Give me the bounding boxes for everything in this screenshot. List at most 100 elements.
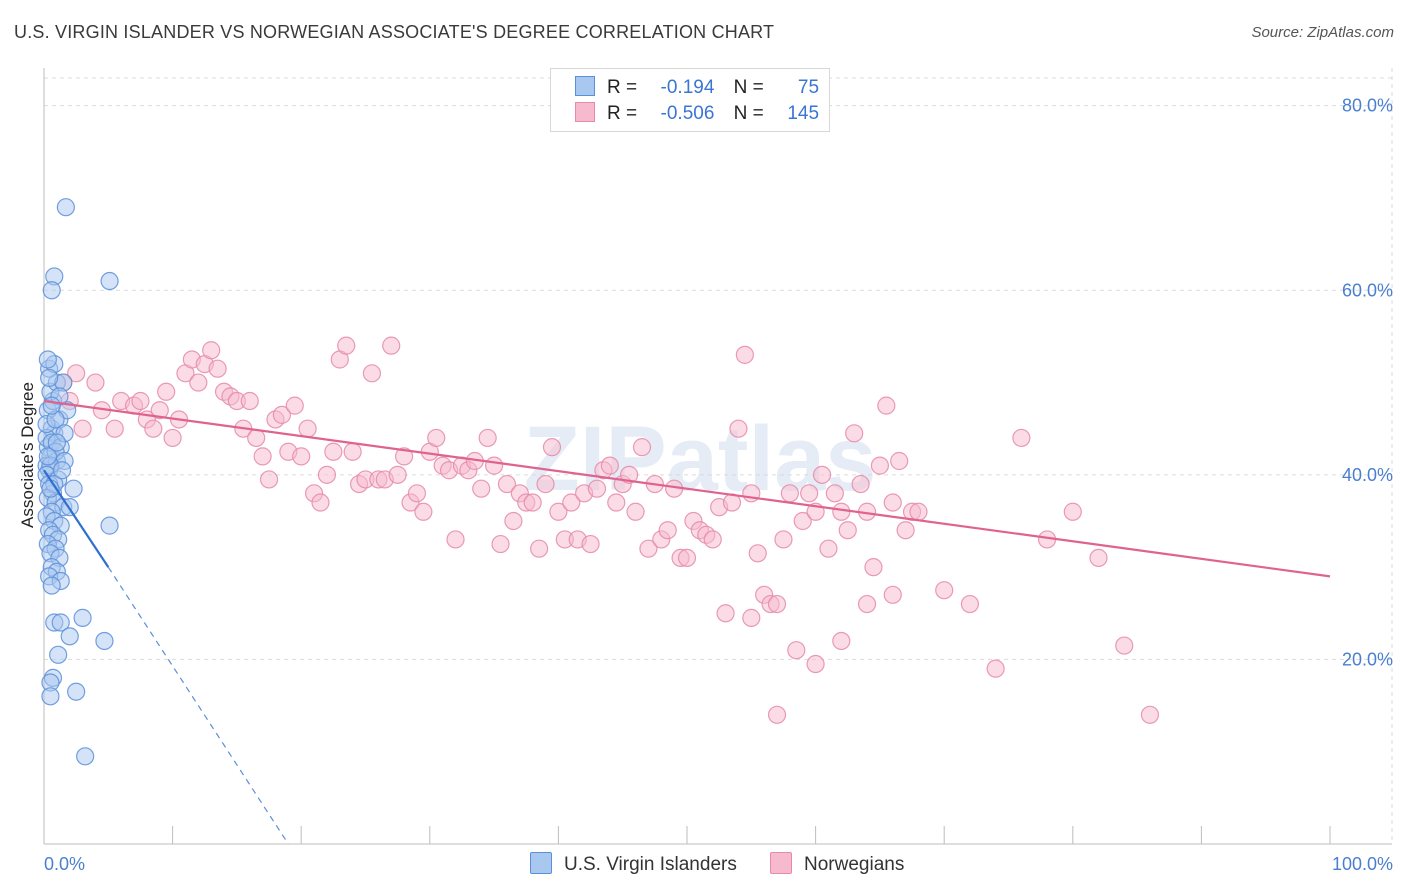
norwegian-point: [536, 474, 555, 494]
norwegian-point: [427, 428, 446, 448]
legend-row-norwegians: R = -0.506 N = 145: [575, 102, 819, 128]
virgin-islander-trend-extension: [107, 566, 289, 845]
norwegian-point: [478, 428, 497, 448]
norwegian-point: [382, 336, 401, 355]
norwegian-point: [530, 539, 549, 558]
norwegian-point: [774, 530, 793, 549]
tick-labels: 20.0% 40.0% 60.0% 80.0% 0.0% 100.0%: [44, 96, 1393, 874]
norwegian-point: [491, 534, 510, 554]
y-tick-label: 60.0%: [1342, 280, 1393, 300]
norwegian-point: [407, 484, 427, 503]
norwegian-point: [838, 521, 857, 540]
norwegian-point: [767, 705, 787, 724]
norwegian-point: [890, 451, 909, 471]
norwegian-point: [388, 465, 407, 484]
norwegian-point: [935, 581, 954, 600]
legend-r-value: -0.506: [660, 103, 715, 124]
norwegian-point: [272, 405, 292, 424]
norwegian-point: [793, 511, 812, 531]
bottom-legend-virgin-islanders: U.S. Virgin Islanders: [530, 852, 737, 876]
norwegian-point: [1012, 428, 1031, 448]
norwegian-point: [343, 442, 362, 461]
norwegian-point: [317, 465, 337, 484]
y-tick-label: 40.0%: [1342, 465, 1393, 485]
norwegian-point: [414, 502, 433, 521]
norwegian-point: [819, 539, 838, 558]
virgin-islander-point: [76, 747, 95, 766]
virgin-islander-point: [100, 516, 119, 535]
norwegian-point: [581, 534, 600, 554]
norwegian-point: [909, 502, 928, 521]
norwegian-point: [298, 419, 317, 438]
virgin-islander-point: [49, 645, 68, 664]
virgin-islander-point: [60, 627, 79, 646]
norwegian-point: [825, 484, 844, 503]
norwegian-point: [703, 530, 722, 549]
norwegian-point: [446, 530, 465, 549]
norwegian-point: [542, 438, 562, 457]
norwegian-point: [337, 336, 356, 355]
y-axis-title: Associate's Degree: [18, 382, 37, 528]
norwegian-point: [587, 479, 607, 498]
y-tick-label: 20.0%: [1342, 649, 1393, 669]
legend-r-value: -0.194: [660, 77, 715, 98]
legend-r-label: R =: [607, 77, 638, 98]
bottom-legend-label: Norwegians: [804, 854, 905, 875]
norwegian-point: [748, 544, 767, 563]
norwegian-point: [832, 502, 851, 521]
bottom-legend-swatch-pink: [770, 852, 792, 874]
virgin-islander-point: [56, 198, 75, 217]
norwegian-point: [845, 424, 864, 443]
norwegian-point: [67, 364, 86, 383]
legend-n-value: 145: [787, 103, 820, 124]
bottom-legend-norwegians: Norwegians: [770, 852, 904, 876]
virgin-islander-point: [47, 433, 66, 452]
norwegian-point: [620, 465, 639, 484]
norwegian-point: [562, 493, 581, 512]
norwegian-point: [851, 474, 870, 494]
norwegian-point: [292, 447, 311, 466]
virgin-islander-point: [38, 447, 57, 466]
norwegian-point: [157, 382, 176, 401]
norwegian-point: [883, 493, 902, 512]
norwegian-point: [877, 396, 896, 415]
virgin-islander-point: [42, 281, 61, 300]
virgin-islander-point: [38, 350, 57, 369]
legend-n-label: N =: [733, 77, 764, 98]
legend-swatch-pink: [575, 102, 595, 122]
norwegian-point: [73, 419, 92, 438]
norwegian-point: [105, 419, 124, 438]
norwegian-point: [857, 594, 877, 614]
norwegian-point: [324, 442, 343, 461]
norwegian-point: [240, 391, 259, 411]
norwegian-point: [202, 341, 221, 360]
norwegian-point: [832, 631, 851, 651]
norwegian-point: [253, 447, 272, 466]
norwegian-point: [716, 604, 735, 623]
norwegian-point: [883, 585, 902, 604]
norwegian-point: [144, 419, 163, 438]
norwegian-point: [812, 465, 832, 484]
norwegian-point: [163, 428, 182, 448]
norwegian-point: [523, 493, 542, 512]
norwegian-point: [285, 396, 304, 415]
y-tick-label: 80.0%: [1342, 96, 1393, 116]
norwegian-point: [767, 594, 787, 614]
virgin-islander-point: [73, 608, 92, 627]
virgin-islander-trend-line: [43, 469, 110, 568]
norwegian-point: [806, 654, 825, 674]
series-blue-points: [37, 198, 119, 766]
chart-title: U.S. VIRGIN ISLANDER VS NORWEGIAN ASSOCI…: [14, 22, 775, 42]
norwegian-point: [632, 438, 652, 457]
virgin-islander-point: [95, 631, 114, 651]
x-tick-label-max: 100.0%: [1332, 854, 1393, 874]
norwegian-point: [626, 502, 645, 521]
legend-swatch-blue: [575, 76, 595, 96]
norwegian-point: [729, 419, 748, 438]
norwegian-point: [362, 364, 382, 383]
norwegian-point: [1115, 636, 1134, 655]
norwegian-point: [787, 641, 806, 660]
norwegian-point: [504, 511, 523, 531]
x-tick-label-min: 0.0%: [44, 854, 85, 874]
stats-legend: R = -0.194 N = 75 R = -0.506 N = 145: [550, 68, 830, 132]
